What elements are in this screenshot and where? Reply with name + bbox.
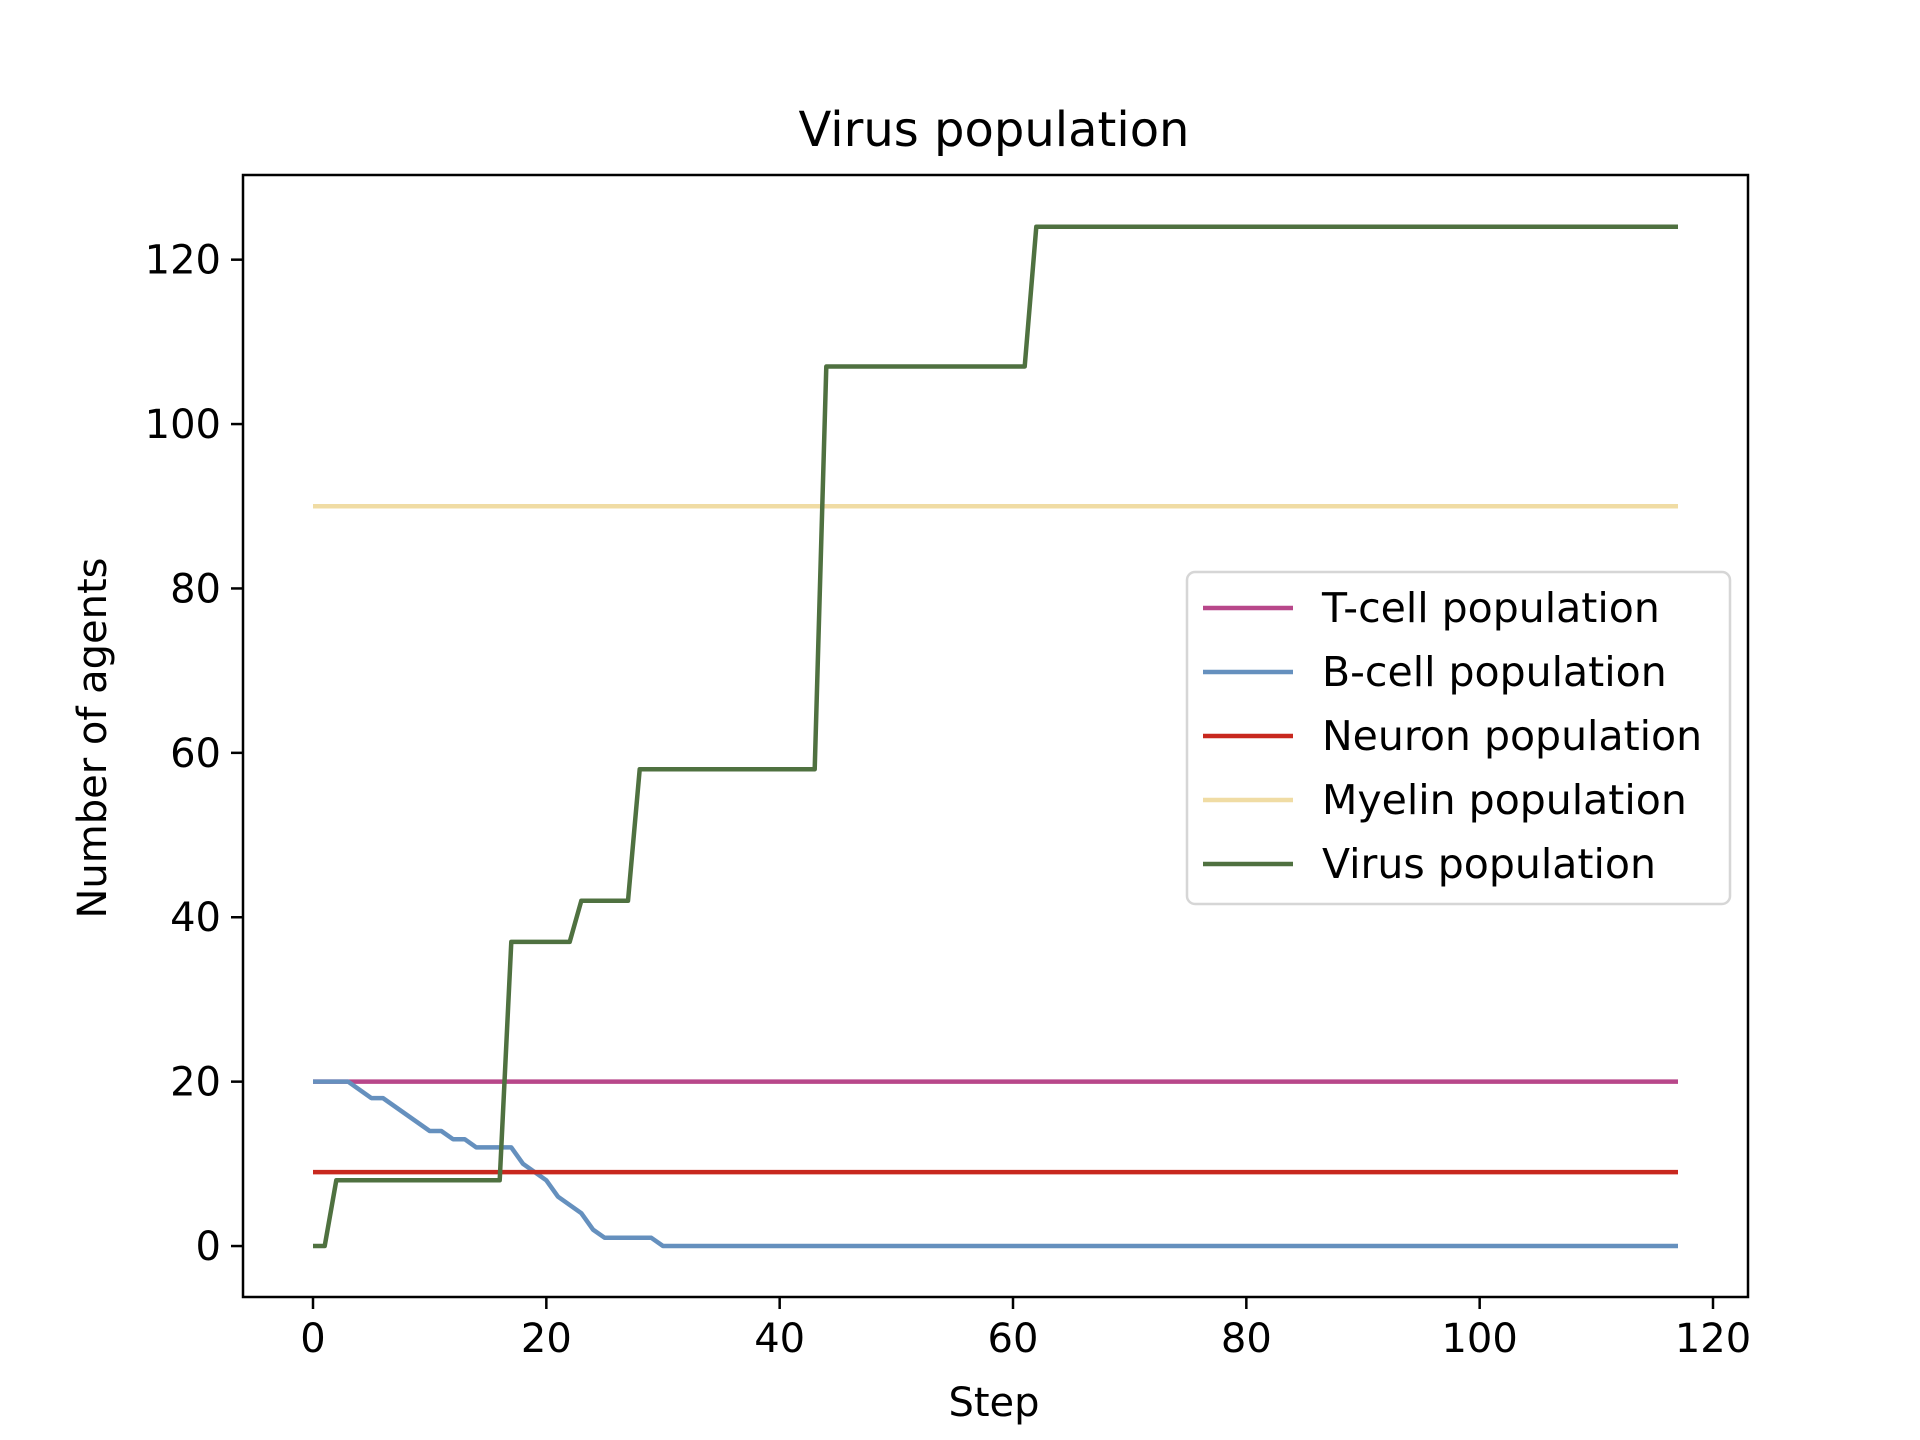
series-line-b-cell-population: [313, 1079, 1678, 1249]
legend-frame: [1185, 570, 1732, 906]
legend-label: Myelin population: [1322, 776, 1687, 824]
y-tick-label: 80: [170, 566, 221, 612]
x-tick-label: 100: [1441, 1316, 1517, 1362]
x-tick-label: 80: [1221, 1316, 1272, 1362]
y-tick-label: 20: [170, 1060, 221, 1106]
legend-label: Neuron population: [1322, 712, 1702, 760]
y-tick-label: 120: [145, 238, 221, 284]
chart-title: Virus population: [799, 102, 1190, 158]
y-axis-label: Number of agents: [70, 557, 116, 918]
x-tick-label: 40: [754, 1316, 805, 1362]
y-tick-label: 100: [145, 402, 221, 448]
x-tick-label: 20: [521, 1316, 572, 1362]
y-tick-label: 60: [170, 731, 221, 777]
legend-label: Virus population: [1322, 840, 1656, 888]
y-tick-label: 0: [196, 1224, 221, 1270]
legend-label: T-cell population: [1321, 584, 1660, 632]
y-axis: 0 20 40 60 80 100 120: [145, 238, 243, 1270]
plot-frame: [241, 173, 1750, 1299]
legend-label: B-cell population: [1322, 648, 1667, 696]
x-axis-label: Step: [948, 1380, 1039, 1426]
x-axis: 0 20 40 60 80 100 120: [300, 1297, 1751, 1362]
series-layer: [313, 224, 1678, 1249]
x-tick-label: 120: [1675, 1316, 1751, 1362]
x-tick-label: 60: [988, 1316, 1039, 1362]
legend: T-cell population B-cell population Neuron…: [1185, 570, 1732, 906]
y-tick-label: 40: [170, 895, 221, 941]
x-tick-label: 0: [300, 1316, 325, 1362]
series-line-virus-population: [313, 224, 1678, 1249]
